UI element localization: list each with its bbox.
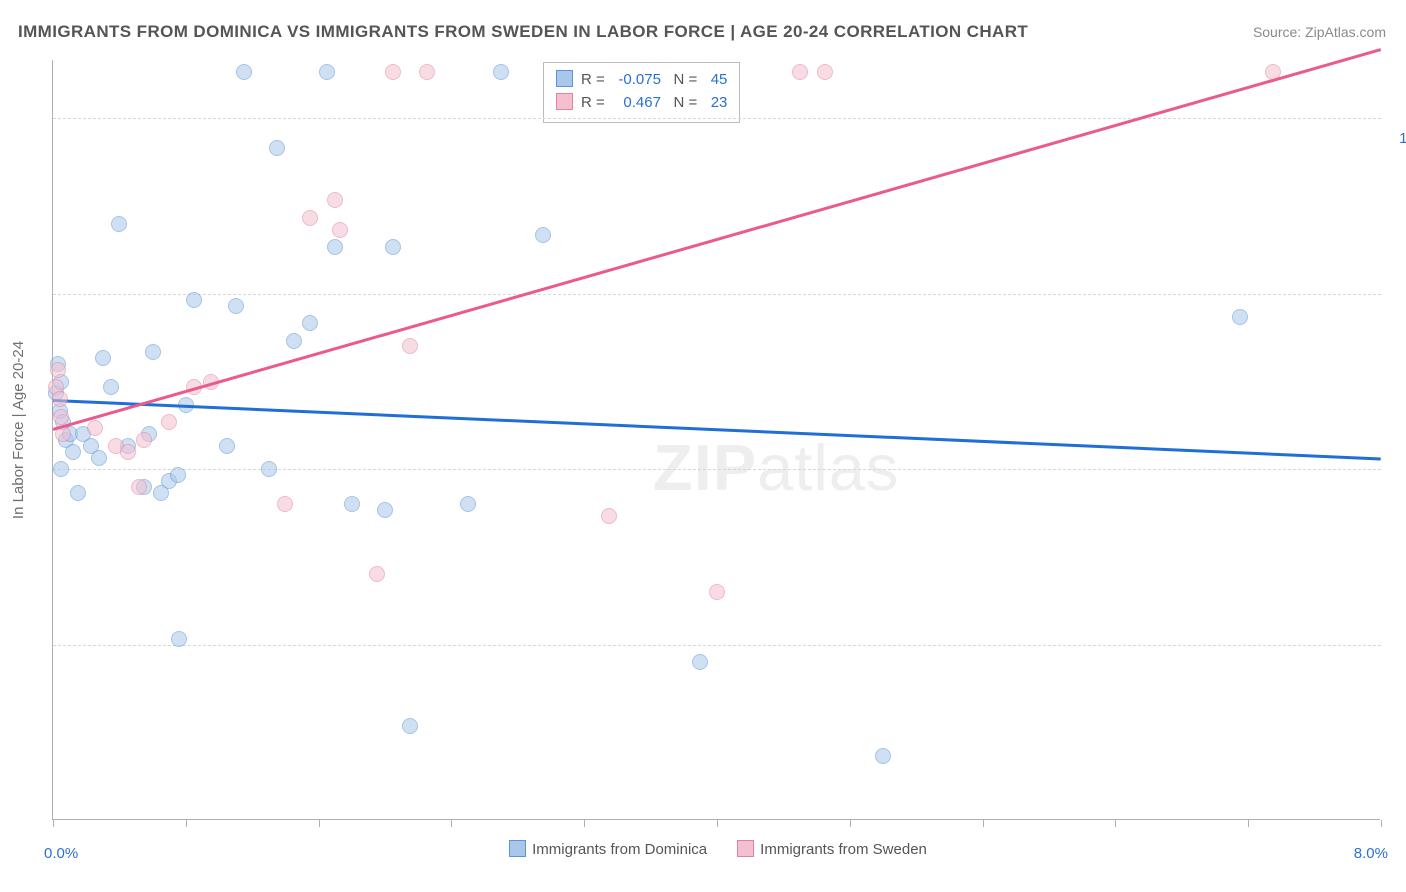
data-point [91,450,107,466]
legend-row: R = 0.467 N = 23 [556,91,727,114]
chart-title: IMMIGRANTS FROM DOMINICA VS IMMIGRANTS F… [18,22,1028,42]
data-point [327,192,343,208]
data-point [1232,309,1248,325]
gridline [53,645,1381,646]
data-point [302,210,318,226]
x-tick [983,820,984,827]
y-tick-label: 70.0% [1390,481,1406,498]
data-point [228,298,244,314]
data-point [53,461,69,477]
series-legend: Immigrants from Dominica Immigrants from … [0,840,1406,858]
data-point [70,485,86,501]
legend-label: Immigrants from Dominica [532,841,707,858]
x-tick [53,820,54,827]
data-point [269,140,285,156]
x-tick [1115,820,1116,827]
data-point [319,64,335,80]
data-point [344,496,360,512]
legend-row: R = -0.075 N = 45 [556,68,727,91]
data-point [161,414,177,430]
x-tick [584,820,585,827]
watermark: ZIPatlas [653,430,899,505]
gridline [53,294,1381,295]
data-point [186,292,202,308]
y-tick-label: 100.0% [1390,130,1406,147]
data-point [402,338,418,354]
data-point [95,350,111,366]
gridline [53,118,1381,119]
data-point [219,438,235,454]
data-point [419,64,435,80]
gridline [53,469,1381,470]
x-tick [319,820,320,827]
data-point [171,631,187,647]
data-point [493,64,509,80]
data-point [50,362,66,378]
data-point [709,584,725,600]
x-tick [186,820,187,827]
data-point [377,502,393,518]
data-point [327,239,343,255]
data-point [52,391,68,407]
scatter-plot: ZIPatlas R = -0.075 N = 45R = 0.467 N = … [52,60,1380,820]
data-point [236,64,252,80]
y-tick-label: 85.0% [1390,306,1406,323]
source-label: Source: ZipAtlas.com [1253,24,1386,40]
data-point [332,222,348,238]
legend-label: Immigrants from Sweden [760,841,927,858]
data-point [277,496,293,512]
data-point [131,479,147,495]
data-point [875,748,891,764]
data-point [53,409,69,425]
data-point [385,64,401,80]
data-point [792,64,808,80]
correlation-legend: R = -0.075 N = 45R = 0.467 N = 23 [543,62,740,123]
y-axis-label: In Labor Force | Age 20-24 [10,341,27,519]
data-point [817,64,833,80]
data-point [385,239,401,255]
x-tick [1248,820,1249,827]
x-tick [1381,820,1382,827]
data-point [111,216,127,232]
data-point [460,496,476,512]
data-point [87,420,103,436]
data-point [103,379,119,395]
x-tick [717,820,718,827]
data-point [535,227,551,243]
data-point [136,432,152,448]
legend-swatch [509,840,526,857]
data-point [65,444,81,460]
legend-swatch [737,840,754,857]
data-point [261,461,277,477]
data-point [145,344,161,360]
data-point [170,467,186,483]
y-tick-label: 55.0% [1390,657,1406,674]
data-point [286,333,302,349]
data-point [402,718,418,734]
data-point [601,508,617,524]
data-point [692,654,708,670]
x-tick [451,820,452,827]
data-point [302,315,318,331]
x-tick [850,820,851,827]
data-point [369,566,385,582]
data-point [120,444,136,460]
